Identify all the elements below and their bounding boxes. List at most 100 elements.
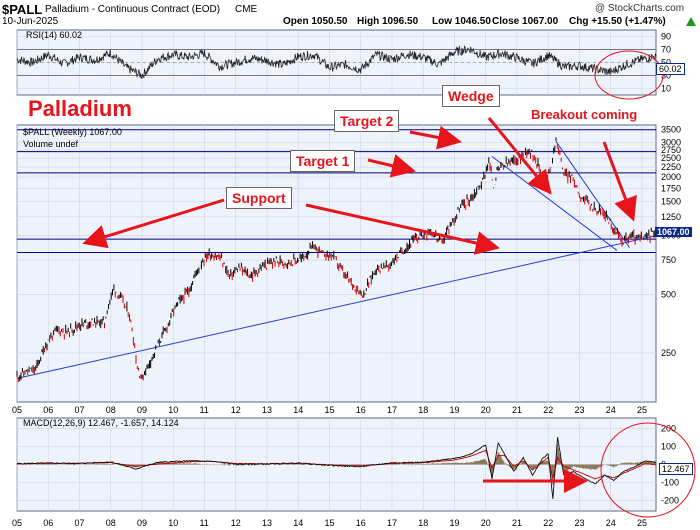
price-close-tag: 1067.00 xyxy=(655,227,692,237)
x-tick-label: 17 xyxy=(387,518,397,528)
price-tick-label: 2500 xyxy=(661,153,681,163)
target-2-arrow xyxy=(409,125,462,150)
x-tick-label: 21 xyxy=(512,518,522,528)
price-tick-label: 2000 xyxy=(661,172,681,182)
x-tick-label: 06 xyxy=(43,518,53,528)
chart-grid xyxy=(16,30,656,511)
x-tick-label: 24 xyxy=(606,518,616,528)
x-tick-label: 15 xyxy=(324,518,334,528)
price-tick-label: 2250 xyxy=(661,162,681,172)
rsi-tick-label: 10 xyxy=(661,84,671,94)
price-tick-label: 500 xyxy=(661,289,676,299)
price-tick-label: 250 xyxy=(661,348,676,358)
triangle-up-icon xyxy=(686,17,696,26)
x-tick-label: 19 xyxy=(449,518,459,528)
macd-tick-label: 200 xyxy=(661,424,676,434)
x-tick-label: 20 xyxy=(481,405,491,415)
breakout-arrow xyxy=(602,141,637,222)
x-tick-label: 18 xyxy=(418,518,428,528)
x-tick-label: 14 xyxy=(293,405,303,415)
macd-title: MACD(12,26,9) 12.467, -1.657, 14.124 xyxy=(23,418,179,428)
macd-tick-label: 100 xyxy=(661,442,676,452)
x-tick-label: 13 xyxy=(262,405,272,415)
wedge-arrow xyxy=(487,117,552,195)
low-value: Low 1046.50 xyxy=(432,16,491,27)
chart-name: Palladium - Continuous Contract (EOD) xyxy=(45,4,221,15)
macd-tick-label: -200 xyxy=(661,495,679,505)
chart-ticker: $PALL xyxy=(2,2,43,17)
price-tick-label: 2750 xyxy=(661,145,681,155)
x-tick-label: 19 xyxy=(449,405,459,415)
price-tick-label: 3500 xyxy=(661,125,681,135)
macd-highlight-circle xyxy=(600,422,696,518)
x-tick-label: 06 xyxy=(43,405,53,415)
price-title: $PALL (Weekly) 1067.00 xyxy=(23,127,122,137)
long-term-trendline xyxy=(16,235,657,379)
x-tick-label: 11 xyxy=(199,518,208,528)
x-tick-label: 09 xyxy=(137,405,147,415)
rsi-tick-label: 70 xyxy=(661,45,671,55)
x-tick-label: 25 xyxy=(637,405,647,415)
target-1-arrow xyxy=(367,154,416,178)
rsi-highlight-circle xyxy=(594,50,664,100)
chart-exchange: CME xyxy=(235,4,258,15)
x-tick-label: 08 xyxy=(106,518,116,528)
x-tick-label: 10 xyxy=(168,405,178,415)
rsi-tick-label: 90 xyxy=(661,32,671,42)
open-value: Open 1050.50 xyxy=(283,16,348,27)
price-tick-label: 3000 xyxy=(661,138,681,148)
x-tick-label: 23 xyxy=(574,518,584,528)
x-tick-label: 08 xyxy=(106,405,116,415)
close-value: Close 1067.00 xyxy=(492,16,559,27)
x-tick-label: 12 xyxy=(231,518,241,528)
chart-date: 10-Jun-2025 xyxy=(2,16,59,27)
x-tick-label: 16 xyxy=(356,405,366,415)
rsi-tick-label: 50 xyxy=(661,58,671,68)
x-tick-label: 07 xyxy=(74,518,84,528)
x-tick-label: 25 xyxy=(637,518,647,528)
x-tick-label: 07 xyxy=(74,405,84,415)
x-tick-label: 05 xyxy=(12,405,22,415)
x-tick-label: 20 xyxy=(481,518,491,528)
x-tick-label: 17 xyxy=(387,405,397,415)
chart-annotations xyxy=(82,50,696,518)
annotation-wedge: Wedge xyxy=(442,85,500,107)
x-tick-label: 23 xyxy=(574,405,584,415)
x-tick-label: 05 xyxy=(12,518,22,528)
x-tick-label: 12 xyxy=(231,405,241,415)
x-tick-label: 13 xyxy=(262,518,272,528)
price-tick-label: 750 xyxy=(661,255,676,265)
macd-current-tag: 12.467 xyxy=(659,463,693,475)
price-subtitle: Volume undef xyxy=(23,139,79,149)
rsi-tick-label: 30 xyxy=(661,71,671,81)
x-tick-label: 22 xyxy=(543,405,553,415)
price-tick-label: 1750 xyxy=(661,183,681,193)
macd-line xyxy=(16,437,657,499)
rsi-title: RSI(14) 60.02 xyxy=(26,30,83,40)
x-tick-label: 14 xyxy=(293,518,303,528)
support-right-arrow xyxy=(305,203,500,255)
x-tick-label: 11 xyxy=(199,405,208,415)
change-value: Chg +15.50 (+1.47%) xyxy=(569,16,666,27)
chart-watermark: @ StockCharts.com xyxy=(595,3,685,14)
annotation-target-1: Target 1 xyxy=(290,150,356,172)
x-tick-label: 15 xyxy=(324,405,334,415)
macd-tick-label: -100 xyxy=(661,477,679,487)
x-tick-label: 24 xyxy=(606,405,616,415)
x-tick-label: 21 xyxy=(512,405,522,415)
x-tick-label: 09 xyxy=(137,518,147,528)
annotation-support: Support xyxy=(226,187,292,209)
x-tick-label: 18 xyxy=(418,405,428,415)
annotation-title-palladium: Palladium xyxy=(28,96,132,121)
rsi-line xyxy=(16,45,657,79)
high-value: High 1096.50 xyxy=(357,16,419,27)
macd-signal-line xyxy=(16,449,656,480)
rsi-current-tag: 60.02 xyxy=(656,63,685,75)
price-tick-label: 1250 xyxy=(661,212,681,222)
annotation-target-2: Target 2 xyxy=(334,110,400,132)
price-tick-label: 1500 xyxy=(661,196,681,206)
x-tick-label: 10 xyxy=(168,518,178,528)
wedge-lower-line xyxy=(491,156,618,251)
support-left-arrow xyxy=(82,198,225,249)
